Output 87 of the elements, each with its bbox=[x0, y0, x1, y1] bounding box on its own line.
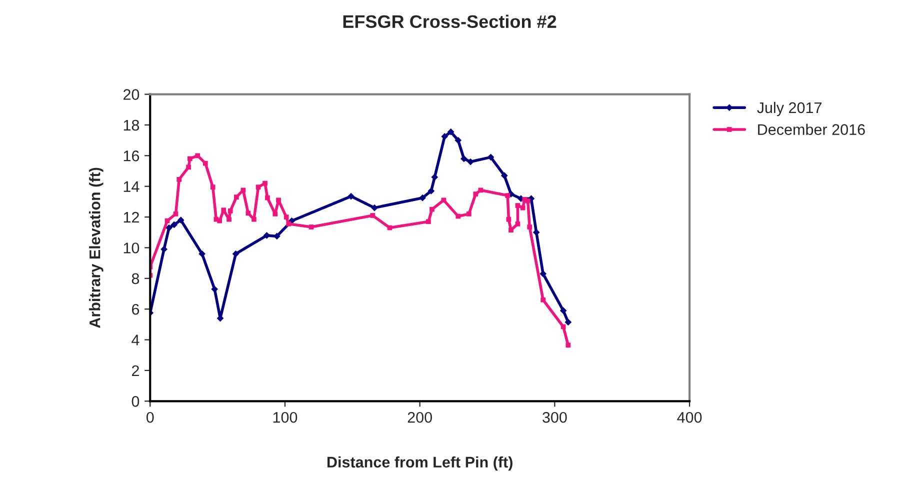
point bbox=[286, 221, 292, 226]
point bbox=[195, 153, 200, 158]
point bbox=[217, 218, 222, 224]
point bbox=[441, 198, 446, 203]
point bbox=[210, 184, 216, 190]
y-tick-label: 16 bbox=[124, 150, 140, 162]
point bbox=[505, 193, 510, 198]
point bbox=[221, 208, 226, 213]
point bbox=[256, 184, 261, 190]
point bbox=[441, 133, 448, 140]
point bbox=[430, 206, 434, 212]
y-tick-label: 14 bbox=[124, 181, 140, 192]
point bbox=[252, 216, 256, 222]
point bbox=[540, 297, 546, 302]
point bbox=[164, 218, 170, 224]
point bbox=[234, 194, 239, 200]
point bbox=[265, 195, 270, 200]
point bbox=[520, 205, 526, 210]
point bbox=[428, 188, 435, 194]
point bbox=[198, 250, 206, 258]
point bbox=[467, 158, 474, 166]
y-tick-label: 12 bbox=[124, 212, 139, 223]
point bbox=[508, 228, 514, 232]
point bbox=[166, 224, 172, 232]
x-tick-label: 300 bbox=[542, 412, 567, 423]
point bbox=[176, 177, 182, 182]
y-tick-label: 20 bbox=[123, 89, 140, 100]
point bbox=[487, 154, 494, 161]
point bbox=[202, 160, 208, 166]
point bbox=[447, 128, 454, 136]
legend-label: July 2017 bbox=[757, 102, 822, 116]
y-axis-title: Arbitrary Elevation (ft) bbox=[89, 168, 104, 328]
point bbox=[560, 307, 567, 314]
y-tick-label: 10 bbox=[124, 242, 140, 254]
point bbox=[454, 136, 462, 144]
y-tick-label: 0 bbox=[132, 396, 140, 407]
point bbox=[262, 180, 268, 186]
x-tick-label: 100 bbox=[273, 412, 298, 423]
point bbox=[500, 172, 508, 180]
y-tick-label: 8 bbox=[132, 273, 140, 284]
point bbox=[226, 216, 232, 222]
point bbox=[566, 342, 571, 348]
y-tick-label: 18 bbox=[124, 120, 140, 131]
point bbox=[431, 174, 438, 181]
chart-title: EFSGR Cross-Section #2 bbox=[343, 14, 556, 28]
point bbox=[160, 246, 168, 253]
y-tick-label: 4 bbox=[132, 334, 140, 346]
point bbox=[478, 188, 484, 193]
point bbox=[540, 270, 547, 278]
point bbox=[525, 198, 530, 204]
x-tick-label: 0 bbox=[146, 412, 154, 423]
point bbox=[186, 164, 191, 170]
point bbox=[232, 250, 240, 258]
point bbox=[532, 228, 540, 236]
point bbox=[187, 156, 192, 162]
point bbox=[173, 212, 178, 216]
point bbox=[228, 208, 233, 214]
point bbox=[263, 232, 270, 239]
point bbox=[426, 219, 431, 224]
x-axis-title: Distance from Left Pin (ft) bbox=[327, 456, 512, 471]
point bbox=[460, 155, 468, 162]
point bbox=[308, 224, 314, 230]
point bbox=[276, 198, 281, 203]
point bbox=[170, 221, 178, 228]
point bbox=[466, 212, 472, 216]
point bbox=[240, 188, 246, 193]
point bbox=[211, 286, 218, 293]
y-tick-label: 2 bbox=[132, 365, 139, 376]
x-tick-label: 200 bbox=[408, 412, 432, 423]
point bbox=[284, 214, 289, 220]
point bbox=[371, 204, 378, 212]
point bbox=[515, 221, 520, 226]
point bbox=[515, 203, 520, 208]
point bbox=[564, 318, 572, 326]
point bbox=[272, 212, 278, 216]
point bbox=[506, 216, 512, 222]
point bbox=[246, 210, 251, 216]
point bbox=[177, 216, 184, 224]
point bbox=[456, 214, 461, 219]
point bbox=[527, 224, 532, 230]
point bbox=[473, 192, 478, 196]
point bbox=[348, 192, 354, 200]
y-tick-label: 6 bbox=[132, 304, 140, 315]
x-tick-label: 400 bbox=[677, 412, 702, 423]
point bbox=[370, 213, 376, 218]
legend-label: December 2016 bbox=[758, 124, 865, 135]
point bbox=[419, 194, 426, 202]
